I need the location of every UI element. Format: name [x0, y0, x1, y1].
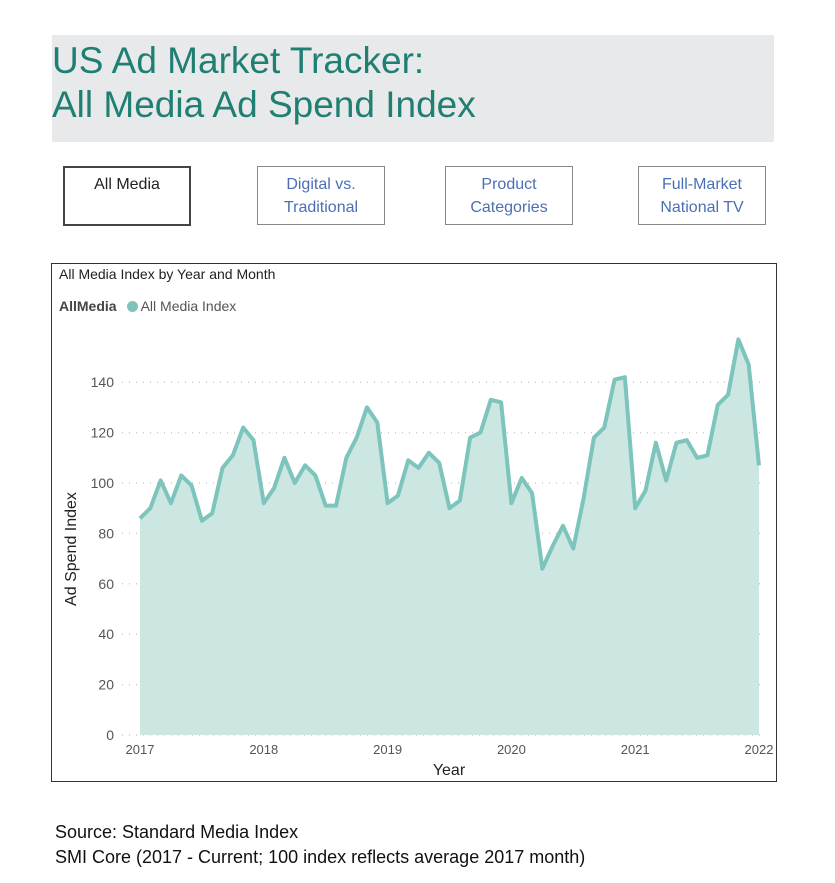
button-label: Categories: [470, 199, 548, 216]
x-tick-label: 2020: [497, 742, 526, 757]
y-tick-label: 80: [98, 525, 114, 541]
title-line-1: US Ad Market Tracker:: [52, 40, 425, 81]
methodology-line: SMI Core (2017 - Current; 100 index refl…: [55, 847, 586, 867]
x-tick-label: 2018: [249, 742, 278, 757]
full-market-national-tv-button[interactable]: Full-Market National TV: [638, 166, 766, 225]
y-tick-label: 140: [91, 374, 115, 390]
y-tick-label: 20: [98, 677, 114, 693]
x-tick-label: 2022: [745, 742, 774, 757]
button-label: All Media: [94, 176, 160, 193]
y-tick-label: 40: [98, 626, 114, 642]
legend-title: AllMedia: [59, 298, 117, 314]
chart-svg: 0 20 40 60 80 100 120 140 2017 2018 2019 2020 2021 20…: [63, 337, 774, 779]
y-axis-title: Ad Spend Index: [63, 492, 80, 606]
legend: AllMedia All Media Index: [59, 298, 236, 314]
chart-panel: All Media Index by Year and Month AllMed…: [51, 263, 777, 782]
button-label: National TV: [660, 199, 744, 216]
button-label: Traditional: [283, 199, 359, 216]
area-fill: [140, 339, 759, 735]
x-tick-label: 2021: [621, 742, 650, 757]
legend-label: All Media Index: [140, 298, 237, 314]
legend-marker: [126, 301, 138, 312]
y-tick-label: 120: [91, 425, 115, 441]
x-tick-label: 2019: [373, 742, 402, 757]
source-line: Source: Standard Media Index: [55, 822, 299, 842]
x-axis-title: Year: [433, 762, 466, 779]
y-tick-label: 0: [106, 727, 114, 743]
button-label: Full-Market: [661, 176, 742, 193]
button-label: Digital vs.: [286, 176, 356, 193]
all-media-button[interactable]: All Media: [63, 166, 191, 226]
product-categories-button[interactable]: Product Categories: [445, 166, 573, 225]
x-tick-label: 2017: [126, 742, 155, 757]
page-title: US Ad Market Tracker: All Media Ad Spend…: [52, 35, 774, 142]
source-note: Source: Standard Media Index SMI Core (2…: [55, 820, 585, 870]
y-tick-label: 100: [91, 475, 115, 491]
digital-vs-traditional-button[interactable]: Digital vs. Traditional: [257, 166, 385, 225]
chart-title: All Media Index by Year and Month: [59, 266, 276, 282]
button-label: Product: [481, 176, 537, 193]
title-line-2: All Media Ad Spend Index: [52, 84, 476, 125]
y-tick-label: 60: [98, 576, 114, 592]
